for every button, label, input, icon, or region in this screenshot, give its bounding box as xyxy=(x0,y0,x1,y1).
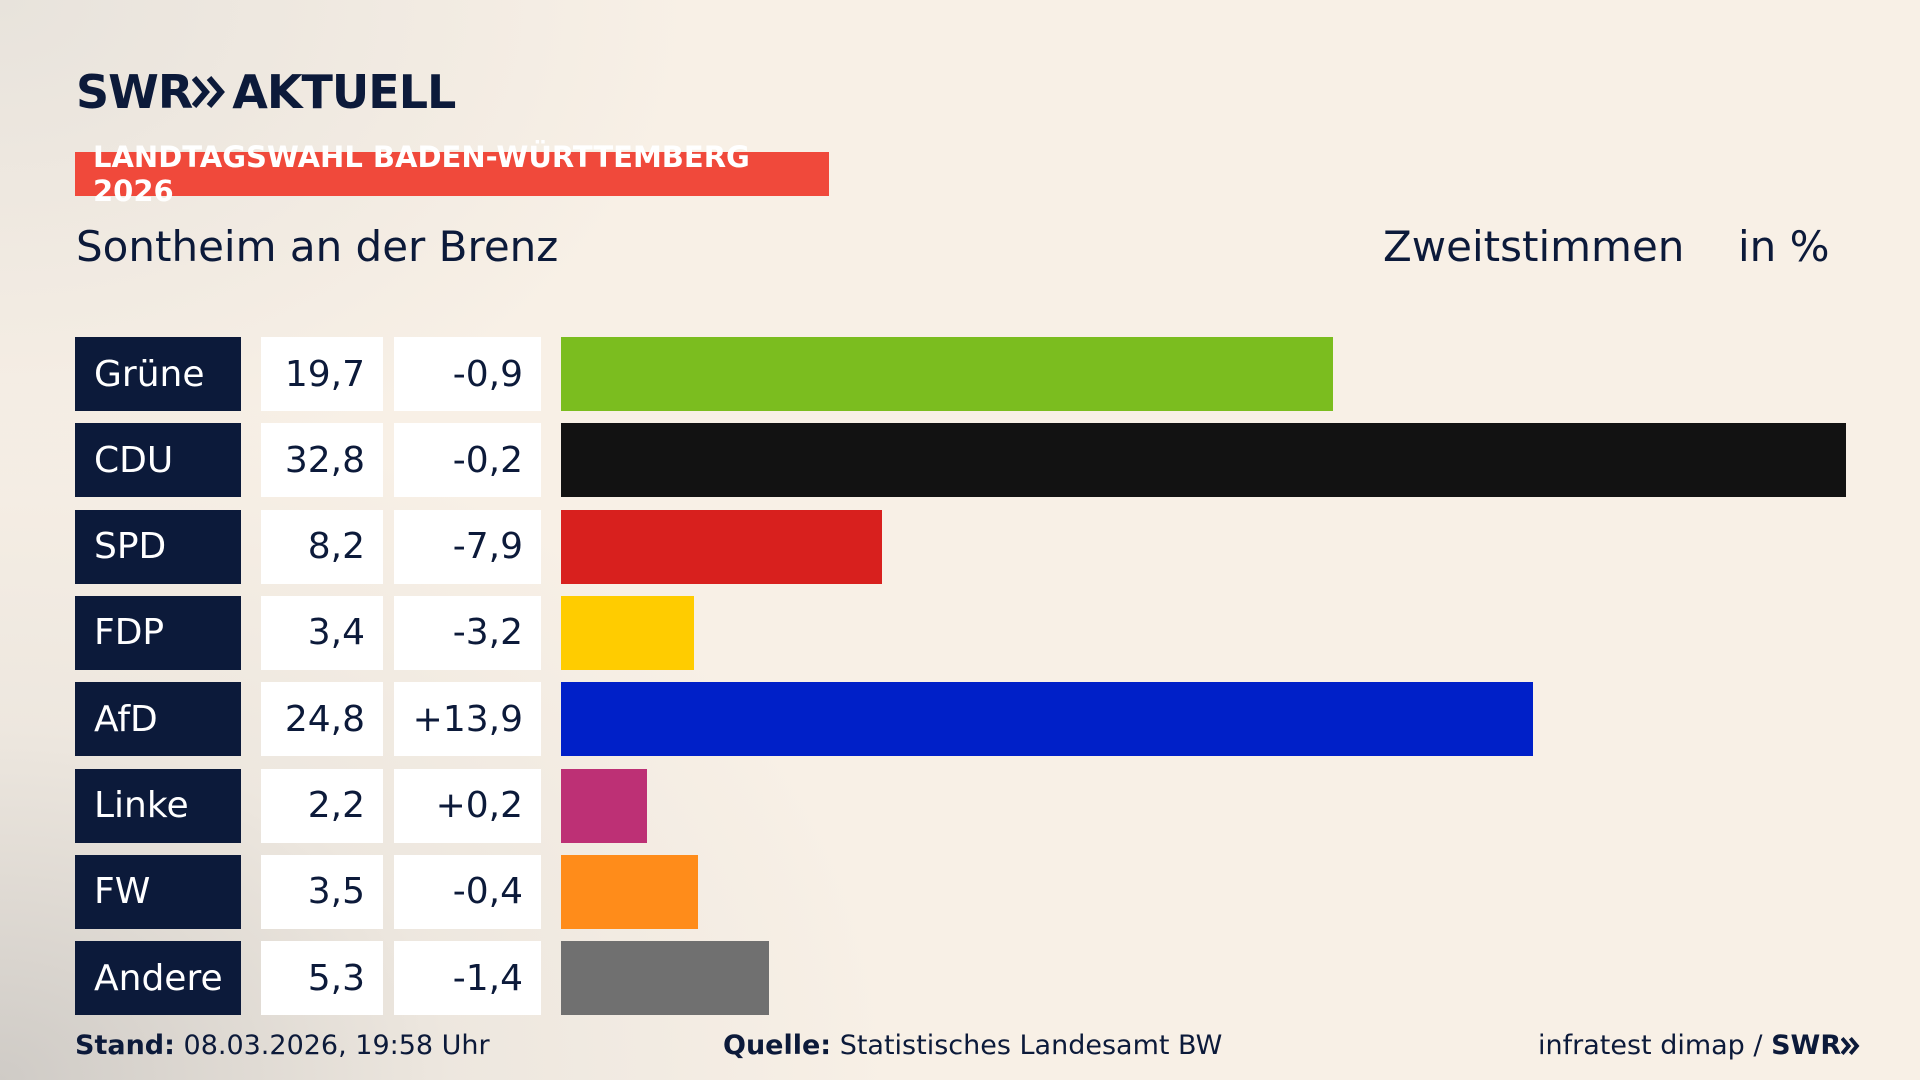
party-label: AfD xyxy=(75,682,241,757)
stand-value: 08.03.2026, 19:58 Uhr xyxy=(183,1030,490,1061)
source-value: Statistisches Landesamt BW xyxy=(839,1030,1223,1061)
unit: in % xyxy=(1738,222,1830,271)
bar xyxy=(561,682,1533,757)
value-label: 3,5 xyxy=(261,854,383,929)
change-label: -0,2 xyxy=(394,423,541,498)
party-label: Andere xyxy=(75,941,241,1016)
stand: Stand: 08.03.2026, 19:58 Uhr xyxy=(75,1030,490,1061)
party-label: FDP xyxy=(75,595,241,670)
bar xyxy=(561,595,695,670)
stand-label: Stand: xyxy=(75,1030,175,1061)
value-label: 19,7 xyxy=(261,337,383,411)
value-label: 2,2 xyxy=(261,768,383,843)
product: AKTUELL xyxy=(232,65,456,119)
bar xyxy=(561,854,699,929)
bar xyxy=(561,768,648,843)
change-label: -0,9 xyxy=(394,337,541,411)
source-label: Quelle: xyxy=(723,1030,832,1061)
bar xyxy=(561,941,769,1016)
party-label: FW xyxy=(75,854,241,929)
party-label: Grüne xyxy=(75,337,241,411)
source: Quelle: Statistisches Landesamt BW xyxy=(723,1030,1222,1061)
change-label: -7,9 xyxy=(394,509,541,584)
value-label: 24,8 xyxy=(261,682,383,757)
logo: SWR AKTUELL xyxy=(76,65,456,119)
bar xyxy=(561,337,1333,411)
value-label: 32,8 xyxy=(261,423,383,498)
change-label: -3,2 xyxy=(394,595,541,670)
chevrons xyxy=(192,76,226,108)
banner: LANDTAGSWAHL BADEN-WÜRTTEMBERG 2026 xyxy=(75,140,829,208)
change-label: +13,9 xyxy=(394,682,541,757)
bar xyxy=(561,423,1846,498)
chart-subtitle: Zweitstimmen xyxy=(1383,222,1685,271)
credit-text: infratest dimap / xyxy=(1538,1030,1763,1061)
value-label: 8,2 xyxy=(261,509,383,584)
brand: SWR xyxy=(76,65,193,119)
change-label: -0,4 xyxy=(394,854,541,929)
party-label: Linke xyxy=(75,768,241,843)
value-label: 5,3 xyxy=(261,941,383,1016)
bar xyxy=(561,509,883,584)
chart-title: Sontheim an der Brenz xyxy=(76,222,559,271)
credit-brand: SWR xyxy=(1771,1030,1842,1061)
change-label: +0,2 xyxy=(394,768,541,843)
chevrons xyxy=(1841,1036,1860,1055)
credit: infratest dimap / SWR xyxy=(1538,1030,1863,1061)
change-label: -1,4 xyxy=(394,941,541,1016)
value-label: 3,4 xyxy=(261,595,383,670)
party-label: CDU xyxy=(75,423,241,498)
party-label: SPD xyxy=(75,509,241,584)
